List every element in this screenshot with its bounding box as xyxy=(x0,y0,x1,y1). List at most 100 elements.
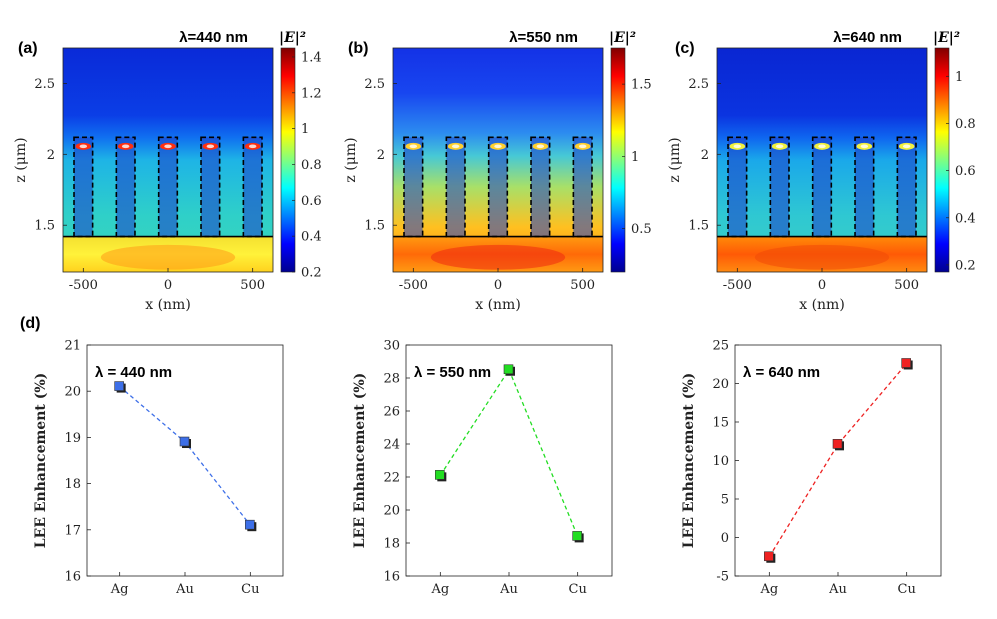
y-tick-label: 22 xyxy=(383,471,400,486)
x-tick-label: 500 xyxy=(240,278,265,293)
x-tick-label: Au xyxy=(499,582,518,597)
y-tick-label: 5 xyxy=(721,493,729,508)
colorbar-tick-label: 0.8 xyxy=(301,158,322,173)
y-tick-label: 20 xyxy=(64,385,81,400)
x-tick-label: Ag xyxy=(759,582,778,597)
y-tick-label: 16 xyxy=(64,570,81,585)
colorbar-tick-label: 0.8 xyxy=(955,117,976,132)
y-tick-label: 2 xyxy=(377,148,385,163)
y-axis-label: z (μm) xyxy=(13,137,29,182)
pillar-hotspot-core xyxy=(451,144,460,149)
pillar-hotspot-core xyxy=(536,144,545,149)
y-tick-label: 15 xyxy=(712,416,729,431)
data-point-Au xyxy=(179,436,190,447)
series-line xyxy=(768,363,908,558)
pillar-interior xyxy=(770,137,789,237)
colorbar-tick-label: 1.5 xyxy=(631,78,652,93)
lee-chart-3: -5 0 5 10 15 20 25 Ag Au Cu LEE Enhancement (%) λ =… xyxy=(681,339,942,597)
data-point-Au xyxy=(832,439,843,449)
x-tick-label: 0 xyxy=(494,278,502,293)
wavelength-annotation: λ = 550 nm xyxy=(414,364,491,381)
pillar-outline xyxy=(200,136,221,238)
y-tick-label: -5 xyxy=(716,570,729,585)
y-axis-label: LEE Enhancement (%) xyxy=(352,373,368,549)
colorbar-tick-label: 0.4 xyxy=(955,211,976,226)
colorbar xyxy=(610,47,626,273)
data-point-Cu xyxy=(901,358,911,368)
colorbar xyxy=(934,47,950,273)
y-tick-label: 24 xyxy=(383,438,400,453)
pillar-outline xyxy=(73,136,94,238)
lee-chart-1: 16 17 18 19 20 21 Ag Au Cu LEE Enhancement (%) λ =… xyxy=(20,315,284,597)
pillar-outline xyxy=(896,136,917,238)
pillar-interior xyxy=(531,137,550,237)
pillar-outline xyxy=(242,136,263,238)
y-tick-label: 1.5 xyxy=(688,219,709,234)
pillar-interior xyxy=(201,137,220,237)
pillar-interior xyxy=(446,137,465,237)
colorbar-tick-label: 0.2 xyxy=(301,266,322,281)
panel-label: (b) xyxy=(348,40,368,57)
data-point-Ag xyxy=(114,381,124,391)
pillar-interior xyxy=(897,137,916,237)
colorbar-tick-label: 1.2 xyxy=(301,86,322,101)
pillar-interior xyxy=(728,137,747,237)
x-axis-label: x (nm) xyxy=(799,297,845,313)
x-tick-label: 500 xyxy=(570,278,595,293)
x-tick-label: -500 xyxy=(69,278,98,293)
substrate-hotspot xyxy=(754,244,890,270)
series-line xyxy=(439,368,579,537)
y-tick-label: 1.5 xyxy=(34,219,55,234)
x-tick-label: Ag xyxy=(110,582,129,597)
colorbar-label: |E|² xyxy=(279,30,306,46)
y-tick-label: 2.5 xyxy=(34,77,55,92)
y-tick-label: 1.5 xyxy=(364,219,385,234)
substrate-hotspot xyxy=(430,244,566,270)
x-tick-label: Cu xyxy=(241,582,259,597)
y-tick-label: 20 xyxy=(712,377,729,392)
colorbar-tick-label: 1.4 xyxy=(301,50,322,65)
colorbar-label: |E|² xyxy=(609,30,636,46)
y-axis-label: LEE Enhancement (%) xyxy=(681,373,697,549)
colorbar-tick-label: 1 xyxy=(301,122,309,137)
wavelength-annotation: λ = 640 nm xyxy=(743,364,820,381)
pillar-outline xyxy=(530,136,551,238)
pillar-interior xyxy=(812,137,832,237)
x-tick-label: Cu xyxy=(569,582,587,597)
colorbar-tick-label: 0.6 xyxy=(955,164,976,179)
pillar-hotspot-core xyxy=(248,144,257,149)
pillar-hotspot-core xyxy=(733,144,742,149)
y-axis-label: LEE Enhancement (%) xyxy=(33,373,49,549)
colorbar-tick-label: 0.6 xyxy=(301,194,322,209)
pillar-hotspot-core xyxy=(775,144,784,149)
y-tick-label: 0 xyxy=(721,531,729,546)
data-point-Ag xyxy=(435,470,445,480)
x-tick-label: Au xyxy=(828,582,847,597)
wavelength-title: λ=640 nm xyxy=(833,29,902,46)
colorbar xyxy=(280,47,296,273)
pillar-outline xyxy=(854,136,875,238)
y-tick-label: 2.5 xyxy=(688,77,709,92)
colorbar-tick-label: 0.5 xyxy=(631,222,652,237)
y-tick-label: 18 xyxy=(64,477,81,492)
y-tick-label: 2 xyxy=(701,148,709,163)
y-tick-label: 2 xyxy=(47,148,55,163)
x-axis-label: x (nm) xyxy=(475,297,521,313)
pillar-hotspot-core xyxy=(409,144,418,149)
pillar-hotspot-core xyxy=(164,144,172,149)
pillar-outline xyxy=(115,136,136,238)
wavelength-title: λ=550 nm xyxy=(509,29,578,46)
panel-label: (d) xyxy=(20,315,40,332)
y-tick-label: 26 xyxy=(383,405,400,420)
field-map-panel-3: -500 0 500 1.5 2 2.5 x (nm) z (μm) (c) λ=640 nm 0.… xyxy=(667,29,976,313)
colorbar-label: |E|² xyxy=(933,30,960,46)
y-tick-label: 30 xyxy=(383,339,400,354)
colorbar-tick-label: 0.4 xyxy=(301,230,322,245)
substrate-hotspot xyxy=(100,244,236,270)
x-tick-label: -500 xyxy=(723,278,752,293)
x-tick-label: 0 xyxy=(164,278,172,293)
wavelength-title: λ=440 nm xyxy=(179,29,248,46)
pillar-hotspot-core xyxy=(79,144,88,149)
pillar-outline xyxy=(445,136,466,238)
y-tick-label: 20 xyxy=(383,504,400,519)
